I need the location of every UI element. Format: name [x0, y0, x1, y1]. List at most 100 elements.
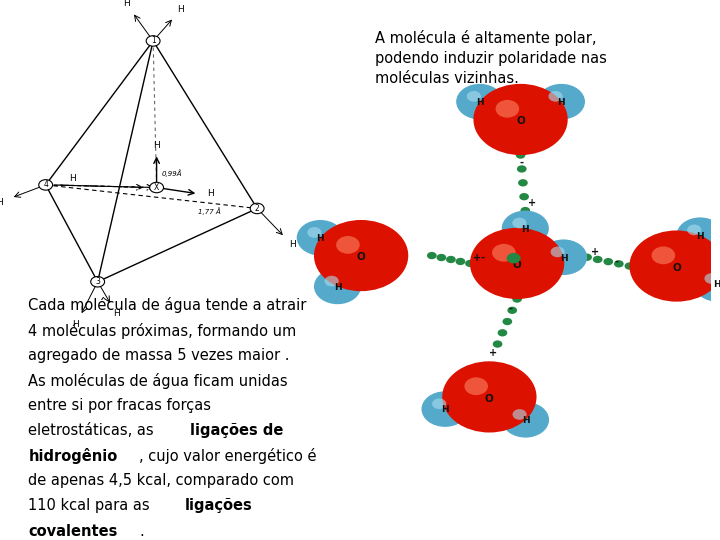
Text: 1,77 Å: 1,77 Å [198, 207, 221, 215]
Circle shape [704, 273, 719, 284]
Text: 4 moléculas próximas, formando um: 4 moléculas próximas, formando um [28, 322, 297, 339]
Text: Cada molécula de água tende a atrair: Cada molécula de água tende a atrair [28, 298, 307, 313]
Circle shape [614, 260, 624, 267]
Text: O: O [513, 260, 521, 270]
Circle shape [470, 228, 564, 299]
Circle shape [551, 247, 564, 257]
Circle shape [629, 231, 720, 302]
Text: O: O [485, 394, 494, 404]
Circle shape [307, 227, 321, 238]
Text: H: H [153, 140, 160, 150]
Circle shape [513, 409, 526, 420]
Circle shape [517, 165, 526, 173]
Text: agregado de massa 5 vezes maior .: agregado de massa 5 vezes maior . [28, 348, 290, 363]
Text: .: . [140, 524, 144, 538]
Circle shape [624, 262, 634, 269]
Circle shape [677, 218, 720, 253]
Text: H: H [123, 0, 130, 9]
Circle shape [495, 100, 519, 118]
Circle shape [508, 307, 517, 314]
Text: de apenas 4,5 kcal, comparado com: de apenas 4,5 kcal, comparado com [28, 474, 294, 488]
Text: H: H [557, 98, 565, 107]
Text: As moléculas de água ficam unidas: As moléculas de água ficam unidas [28, 373, 288, 389]
Circle shape [421, 392, 469, 427]
Circle shape [492, 244, 516, 262]
Circle shape [150, 183, 163, 193]
Text: H: H [696, 232, 704, 241]
Circle shape [325, 276, 338, 286]
Text: +: + [489, 348, 497, 359]
Circle shape [652, 246, 675, 264]
Circle shape [549, 91, 562, 102]
Text: -: - [508, 303, 512, 313]
Circle shape [427, 252, 437, 259]
Circle shape [250, 203, 264, 214]
Circle shape [540, 239, 587, 275]
Circle shape [456, 84, 503, 119]
Text: , cujo valor energético é: , cujo valor energético é [139, 448, 317, 464]
Circle shape [518, 179, 528, 186]
Circle shape [502, 211, 549, 246]
Circle shape [593, 256, 603, 263]
Circle shape [39, 180, 53, 190]
Text: H: H [476, 98, 484, 107]
Text: 3: 3 [95, 277, 100, 286]
Circle shape [474, 84, 567, 155]
Text: H: H [559, 254, 567, 262]
Circle shape [432, 399, 446, 409]
Text: eletrostáticas, as: eletrostáticas, as [28, 423, 158, 438]
Circle shape [467, 91, 481, 102]
Text: 0,99Å: 0,99Å [162, 170, 183, 177]
Text: H: H [317, 234, 324, 243]
Text: H: H [334, 283, 341, 292]
Circle shape [336, 236, 360, 254]
Circle shape [513, 218, 526, 228]
Text: H: H [0, 198, 3, 207]
Circle shape [297, 220, 344, 255]
Text: H: H [521, 225, 529, 234]
Text: H: H [73, 320, 79, 329]
Text: H: H [68, 174, 76, 183]
Circle shape [516, 151, 526, 159]
Circle shape [694, 266, 720, 302]
Text: H: H [113, 309, 120, 319]
Text: X: X [154, 183, 159, 192]
Text: +: + [591, 247, 600, 257]
Circle shape [603, 258, 613, 265]
Text: 4: 4 [43, 180, 48, 190]
Circle shape [519, 193, 529, 200]
Circle shape [521, 207, 530, 214]
Text: O: O [356, 252, 366, 262]
Text: hidrogênio: hidrogênio [28, 448, 117, 464]
Circle shape [446, 256, 456, 263]
Text: 110 kcal para as: 110 kcal para as [28, 498, 155, 514]
Text: ligações de: ligações de [190, 423, 284, 438]
Circle shape [538, 84, 585, 119]
Text: -: - [520, 158, 524, 168]
Text: -: - [615, 257, 619, 267]
Circle shape [687, 225, 701, 235]
Circle shape [503, 318, 512, 325]
Circle shape [465, 260, 474, 267]
Text: ligações: ligações [185, 498, 253, 514]
Circle shape [456, 258, 465, 265]
Circle shape [512, 295, 522, 303]
Circle shape [146, 36, 160, 46]
Circle shape [492, 340, 503, 348]
Text: covalentes: covalentes [28, 524, 117, 538]
Circle shape [464, 377, 488, 395]
Circle shape [502, 402, 549, 437]
Text: H: H [522, 416, 529, 425]
Circle shape [498, 329, 508, 336]
Circle shape [507, 253, 521, 264]
Text: O: O [516, 116, 525, 126]
Circle shape [91, 276, 104, 287]
Text: 1: 1 [150, 36, 156, 45]
Text: +-: +- [473, 253, 485, 263]
Circle shape [582, 254, 592, 261]
Circle shape [442, 361, 536, 433]
Text: H: H [207, 190, 214, 198]
Circle shape [314, 220, 408, 291]
Text: H: H [177, 5, 184, 14]
Text: H: H [441, 406, 449, 415]
